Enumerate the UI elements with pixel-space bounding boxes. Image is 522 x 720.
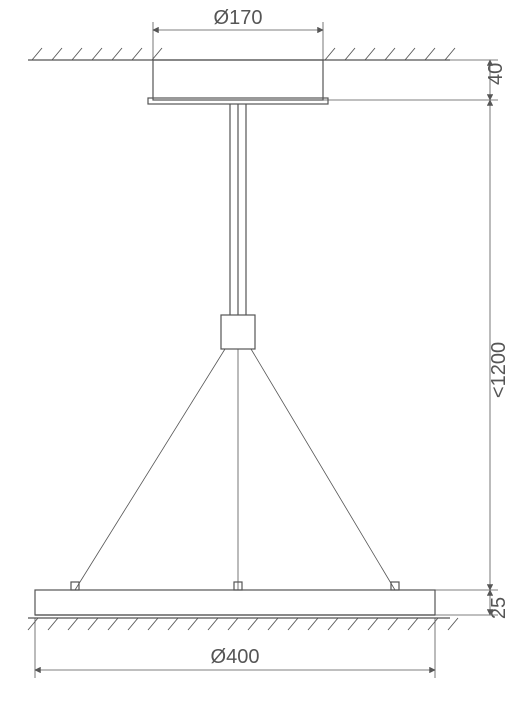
dim-canopy-height: 40	[323, 60, 507, 100]
suspension-rods	[230, 104, 246, 315]
dim-canopy-diameter: Ø170	[153, 7, 323, 60]
ceiling-hatch	[28, 48, 455, 60]
suspension-wires	[71, 349, 399, 590]
dim-disc-diameter: Ø400	[35, 618, 435, 678]
canopy	[148, 60, 328, 104]
floor-hatch	[28, 618, 458, 630]
junction-block	[221, 315, 255, 349]
dim-label: 40	[485, 63, 507, 85]
dim-label: 25	[488, 597, 510, 619]
lamp-disc	[35, 590, 435, 615]
dim-label: Ø400	[211, 646, 260, 668]
dim-disc-thickness: 25	[435, 590, 510, 619]
dim-label: Ø170	[214, 7, 263, 29]
technical-drawing: { "drawing": { "type": "technical-dimens…	[0, 0, 522, 720]
drawing-svg: Ø170 40 <1200 25 Ø400	[0, 0, 522, 720]
dim-label: <1200	[488, 342, 510, 398]
dim-suspension-length: <1200	[435, 100, 510, 590]
